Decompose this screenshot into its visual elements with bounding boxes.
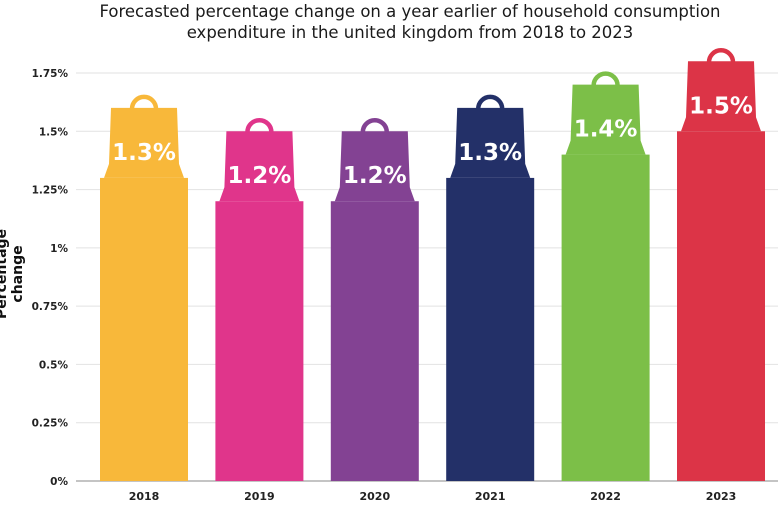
bars: 1.3% 1.2% 1.2% 1.3% 1.4% 1.5% [100, 48, 765, 482]
bar [330, 201, 419, 481]
y-tick-label: 0.75% [32, 301, 69, 313]
data-label: 1.2% [343, 163, 407, 189]
y-tick-label: 0% [50, 476, 68, 488]
bag-body [219, 131, 300, 202]
data-label: 1.3% [112, 140, 176, 166]
x-tick-label: 2021 [475, 490, 506, 503]
bag-handle [245, 117, 274, 133]
data-label: 1.5% [689, 93, 753, 119]
data-label: 1.4% [574, 117, 638, 143]
y-tick-label: 1.25% [32, 185, 69, 197]
y-tick-label: 0.5% [39, 359, 69, 371]
y-tick-label: 0.25% [32, 418, 69, 430]
bag-body [450, 107, 531, 178]
chart-title-line-1: Forecasted percentage change on a year e… [99, 2, 721, 21]
x-tick-label: 2018 [129, 490, 160, 503]
bag-handle [591, 71, 620, 86]
shopping-bag-icon [219, 117, 300, 202]
x-tick-label: 2022 [590, 490, 621, 503]
bag-body [565, 84, 646, 155]
grid-lines [76, 72, 778, 482]
bar [561, 154, 650, 481]
shopping-bag-icon [681, 48, 761, 132]
bar [446, 177, 535, 481]
y-tick-label: 1.5% [39, 126, 69, 138]
bag-body [334, 131, 415, 202]
bag-handle [129, 94, 159, 110]
data-label: 1.3% [458, 140, 522, 166]
x-tick-label: 2023 [706, 490, 737, 503]
bag-body [681, 61, 761, 132]
data-label: 1.2% [228, 163, 292, 189]
bag-handle [360, 117, 390, 133]
bar [100, 177, 188, 481]
shopping-bag-icon [450, 94, 531, 178]
bar [215, 201, 304, 481]
y-tick-label: 1% [50, 243, 68, 255]
chart-title-line-2: expenditure in the united kingdom from 2… [186, 23, 634, 42]
x-tick-labels: 2018 2019 2020 2021 2022 2023 [129, 490, 737, 503]
x-tick-label: 2019 [244, 490, 275, 503]
shopping-bag-icon [565, 71, 646, 155]
bag-handle [475, 94, 505, 110]
shopping-bag-icon [334, 117, 415, 202]
y-tick-label: 1.75% [32, 68, 69, 80]
y-tick-labels: 0% 0.25% 0.5% 0.75% 1% 1.25% 1.5% 1.75% [32, 68, 69, 488]
x-tick-label: 2020 [359, 490, 390, 503]
shopping-bag-icon [104, 94, 184, 178]
bag-handle [706, 48, 736, 63]
bar [677, 131, 765, 482]
bag-body [104, 107, 184, 178]
